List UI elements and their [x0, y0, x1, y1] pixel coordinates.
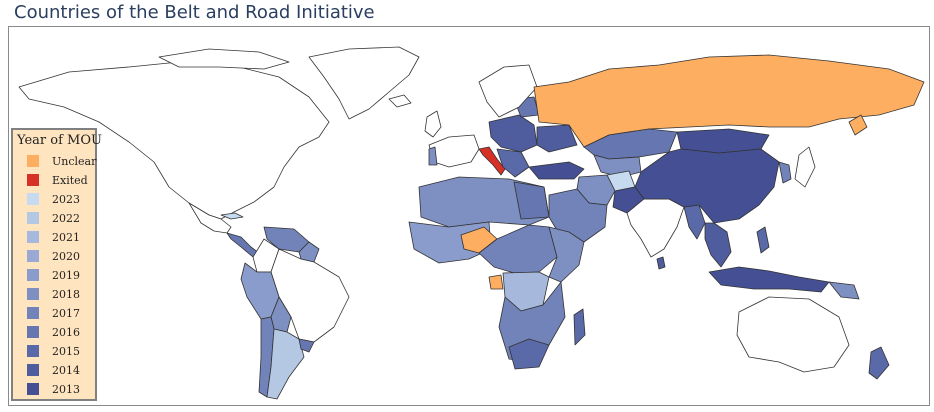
region-uruguay[interactable]: [298, 338, 315, 353]
region-eastern-europe[interactable]: [488, 114, 538, 153]
region-png[interactable]: [828, 281, 860, 300]
legend-label: 2020: [52, 249, 80, 263]
region-scandinavia[interactable]: [478, 64, 538, 118]
legend-item[interactable]: 2019: [27, 268, 80, 282]
region-guianas[interactable]: [298, 241, 320, 263]
legend-item[interactable]: 2017: [27, 306, 80, 320]
legend-swatch: [27, 174, 39, 186]
legend-swatch: [27, 383, 39, 395]
legend-item[interactable]: 2013: [27, 382, 80, 396]
region-indonesia[interactable]: [708, 266, 830, 293]
legend-swatch: [27, 345, 39, 357]
region-arctic-islands[interactable]: [158, 48, 290, 70]
region-portugal[interactable]: [428, 146, 438, 166]
region-iceland[interactable]: [388, 94, 412, 108]
region-sri-lanka[interactable]: [656, 256, 666, 270]
region-india[interactable]: [626, 198, 685, 258]
region-south-africa[interactable]: [508, 338, 550, 370]
region-equatorial[interactable]: [488, 274, 504, 290]
legend-label: 2016: [52, 325, 80, 339]
legend-swatch: [27, 212, 39, 224]
region-central-america[interactable]: [226, 232, 260, 258]
legend-swatch: [27, 250, 39, 262]
legend-swatch: [27, 193, 39, 205]
legend-item[interactable]: 2014: [27, 363, 80, 377]
region-southeast-asia[interactable]: [704, 222, 732, 268]
legend-label: 2014: [52, 363, 80, 377]
region-ukraine[interactable]: [536, 124, 578, 153]
legend-swatch: [27, 231, 39, 243]
legend-item[interactable]: 2015: [27, 344, 80, 358]
region-korea[interactable]: [778, 161, 792, 184]
legend-item[interactable]: 2021: [27, 230, 80, 244]
region-cuba[interactable]: [220, 212, 244, 220]
legend-swatch: [27, 307, 39, 319]
legend-swatch: [27, 326, 39, 338]
region-madagascar[interactable]: [573, 308, 586, 346]
region-arabia[interactable]: [548, 188, 608, 243]
legend-item[interactable]: Exited: [27, 173, 88, 187]
legend-swatch: [27, 288, 39, 300]
legend-swatch: [27, 269, 39, 281]
chart-title: Countries of the Belt and Road Initiativ…: [14, 2, 375, 23]
region-myanmar[interactable]: [683, 204, 706, 240]
region-japan[interactable]: [794, 146, 816, 188]
legend-label: 2017: [52, 306, 80, 320]
region-mexico[interactable]: [188, 202, 232, 234]
legend-label: 2021: [52, 230, 80, 244]
legend-item[interactable]: 2022: [27, 211, 80, 225]
region-central-africa[interactable]: [478, 224, 558, 274]
legend-swatch: [27, 364, 39, 376]
world-map[interactable]: [8, 26, 930, 406]
legend-item[interactable]: 2020: [27, 249, 80, 263]
legend-item[interactable]: 2018: [27, 287, 80, 301]
region-italy[interactable]: [478, 146, 506, 176]
region-kamchatka[interactable]: [848, 114, 868, 136]
legend-item[interactable]: Unclear: [27, 154, 96, 168]
region-southern-africa[interactable]: [498, 281, 566, 363]
region-balkans[interactable]: [496, 148, 530, 178]
legend-title: Year of MOU: [17, 133, 102, 148]
legend-label: Unclear: [52, 154, 97, 168]
region-turkey[interactable]: [528, 161, 585, 180]
legend-label: 2013: [52, 382, 80, 396]
legend-item[interactable]: 2016: [27, 325, 80, 339]
region-new-zealand[interactable]: [868, 346, 890, 380]
region-australia[interactable]: [736, 296, 850, 373]
region-greenland[interactable]: [308, 46, 420, 120]
region-east-africa[interactable]: [548, 226, 585, 283]
map-svg: [18, 46, 925, 400]
region-argentina[interactable]: [266, 328, 305, 400]
legend-label: Exited: [52, 173, 88, 187]
region-china[interactable]: [634, 148, 780, 224]
region-philippines[interactable]: [756, 226, 770, 254]
region-uk[interactable]: [424, 110, 442, 138]
region-egypt[interactable]: [513, 181, 550, 220]
map-legend: Year of MOU Unclear Exited 2023 2022 2021 202…: [11, 128, 102, 401]
legend-label: 2022: [52, 211, 80, 225]
legend-label: 2019: [52, 268, 80, 282]
legend-label: 2023: [52, 192, 80, 206]
legend-label: 2018: [52, 287, 80, 301]
legend-item[interactable]: 2023: [27, 192, 80, 206]
legend-swatch: [27, 155, 39, 167]
legend-label: 2015: [52, 344, 80, 358]
